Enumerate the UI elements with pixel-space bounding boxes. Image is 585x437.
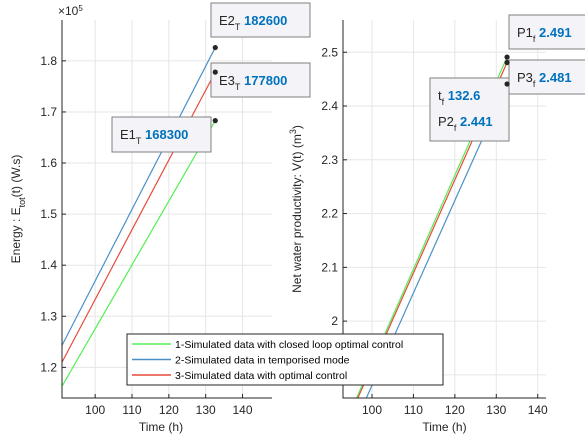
axes-frame (61, 20, 272, 399)
series-line-2 (365, 83, 508, 398)
chart-1: 100 110 120 130 140 1.2 1.3 1.4 1.5 1.6 1.7 1.8 Time… (9, 2, 311, 434)
legend-entry-3: 3-Simulated data with optimal control (175, 370, 347, 382)
x-tick-label: 100 (85, 403, 105, 417)
y-tick-label: 1.8 (40, 54, 57, 68)
datatip-box (508, 59, 585, 95)
x-axis-label: Time (h) (422, 420, 466, 434)
legend-entry-1: 1-Simulated data with closed loop optima… (175, 339, 403, 351)
x-tick-label: 130 (486, 403, 506, 417)
y-tick-label: 2 (331, 314, 338, 328)
y-tick-label: 1.2 (40, 360, 57, 374)
x-tick-label: 120 (159, 403, 179, 417)
x-tick-label: 110 (122, 403, 141, 417)
series-line-2 (62, 47, 216, 346)
datatip-box (508, 14, 585, 50)
y-tick-label: 2.4 (321, 99, 338, 113)
datatip-p2[interactable]: tf 132.6 P2f 2.441 (429, 77, 510, 142)
datatip-p3[interactable]: P3f 2.481 (504, 59, 585, 95)
y-tick-label: 2.1 (321, 260, 338, 274)
datatip-label: E3T 177800 (219, 73, 287, 92)
datatip-p1[interactable]: P1f 2.491 (504, 14, 585, 60)
y-axis-label: Energy : Etot(t) (W.s) (9, 155, 27, 264)
datatip-marker (504, 59, 510, 66)
datatip-time-label: tf 132.6 (438, 88, 480, 107)
series-line-1 (62, 120, 216, 387)
datatip-label: P3f 2.481 (517, 70, 572, 89)
y-tick-label: 2.5 (321, 45, 338, 59)
datatip-box (111, 116, 212, 153)
x-tick-label: 140 (528, 403, 548, 417)
axes-frame (342, 20, 546, 399)
y-tick-label: 1.4 (40, 258, 57, 272)
datatip-marker (212, 118, 218, 124)
datatip-label: E1T 168300 (120, 127, 188, 146)
y-tick-label: 1.7 (40, 105, 57, 119)
series-line-3 (62, 71, 216, 363)
datatip-e3[interactable]: E3T 177800 (210, 62, 311, 98)
x-tick-label: 120 (445, 403, 465, 417)
datatip-marker (212, 69, 218, 75)
datatip-label: P2f 2.441 (438, 114, 493, 133)
datatip-marker (504, 81, 510, 87)
datatip-label: E2T 182600 (219, 13, 287, 32)
y-tick-label: 2.2 (321, 207, 338, 221)
x-tick-label: 100 (362, 403, 382, 417)
datatip-e2[interactable]: E2T 182600 (210, 2, 311, 51)
legend-box (126, 333, 444, 386)
x-tick-label: 140 (233, 403, 253, 417)
x-axis-label: Time (h) (139, 420, 183, 434)
y-tick-label: 1.5 (40, 207, 57, 221)
datatip-box (429, 77, 510, 142)
y-axis-label: Net water productivity: V(t) (m3) (288, 125, 304, 293)
datatip-marker (212, 44, 218, 51)
legend-entry-2: 2-Simulated data in temporised mode (175, 355, 350, 367)
datatip-marker (504, 54, 510, 60)
y-tick-label: 2.3 (321, 153, 338, 167)
datatip-box (210, 2, 311, 38)
datatip-box (210, 62, 311, 98)
datatip-e1[interactable]: E1T 168300 (111, 116, 218, 153)
datatip-label: P1f 2.491 (517, 25, 572, 44)
legend[interactable]: 1-Simulated data with closed loop optima… (126, 333, 444, 386)
x-tick-label: 110 (404, 403, 423, 417)
y-exponent-label: ×105 (58, 4, 83, 19)
x-tick-label: 130 (196, 403, 216, 417)
y-tick-label: 1.3 (40, 309, 57, 323)
y-tick-label: 1.6 (40, 156, 57, 170)
